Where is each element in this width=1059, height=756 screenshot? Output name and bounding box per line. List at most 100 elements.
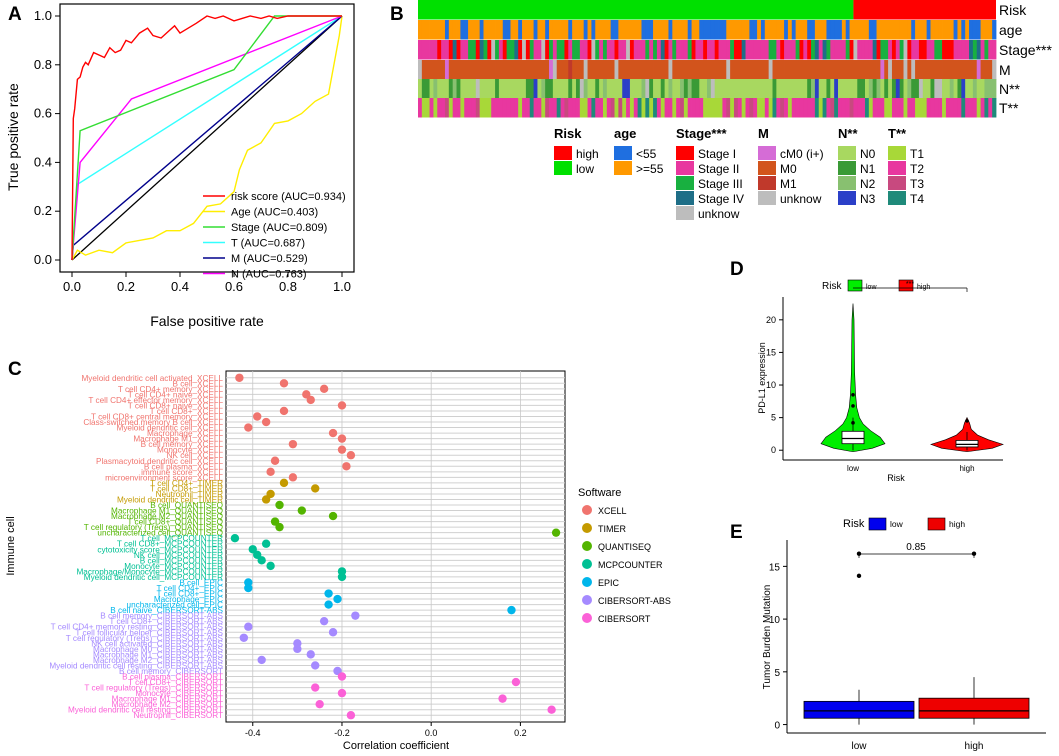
heatmap-cell xyxy=(649,79,654,99)
heatmap-legend-swatch xyxy=(888,191,906,205)
heatmap-cell xyxy=(818,79,823,99)
heatmap-legend-swatch xyxy=(676,206,694,220)
heatmap-cell xyxy=(984,20,989,40)
heatmap-cell xyxy=(730,40,735,60)
heatmap-legend-swatch xyxy=(758,191,776,205)
heatmap-cell xyxy=(587,98,592,118)
heatmap-cell xyxy=(884,20,889,40)
heatmap-cell xyxy=(961,20,966,40)
heatmap-cell xyxy=(760,98,766,118)
heatmap-cell xyxy=(922,79,928,99)
heatmap-cell xyxy=(814,79,820,99)
immune-point xyxy=(319,384,329,394)
heatmap-cell xyxy=(772,20,777,40)
heatmap-cell xyxy=(903,98,908,118)
immune-cell-label: Monocyte_MCPCOUNTER xyxy=(124,562,223,571)
heatmap-cell xyxy=(545,40,550,60)
heatmap-cell xyxy=(533,79,538,99)
heatmap-legend-swatch xyxy=(758,146,776,160)
heatmap-cell xyxy=(475,98,481,118)
heatmap-cell xyxy=(583,79,588,99)
heatmap-cell xyxy=(425,79,430,99)
heatmap-cell xyxy=(602,40,608,60)
heatmap-cell xyxy=(602,98,608,118)
heatmap-cell xyxy=(672,20,677,40)
immune-cell-label: T cell_MCPCOUNTER xyxy=(140,534,223,543)
heatmap-cell xyxy=(949,60,955,80)
violin-outlier xyxy=(851,393,855,397)
heatmap-cell xyxy=(733,79,739,99)
heatmap-cell xyxy=(552,40,558,60)
heatmap-cell xyxy=(768,79,773,99)
heatmap-cell xyxy=(637,20,642,40)
heatmap-cell xyxy=(587,79,592,99)
heatmap-cell xyxy=(460,20,465,40)
immune-point xyxy=(342,462,351,471)
heatmap-cell xyxy=(606,20,612,40)
heatmap-cell xyxy=(595,40,600,60)
immune-frame xyxy=(225,370,566,723)
heatmap-cell xyxy=(471,79,477,99)
heatmap-cell xyxy=(421,40,427,60)
heatmap-cell xyxy=(988,60,993,80)
heatmap-cell xyxy=(595,60,600,80)
heatmap-cell xyxy=(541,79,546,99)
heatmap-cell xyxy=(718,98,723,118)
heatmap-legend-swatch xyxy=(676,191,694,205)
heatmap-cell xyxy=(915,40,920,60)
heatmap-cell xyxy=(814,20,820,40)
roc-legend-label: N (AUC=0.763) xyxy=(231,269,307,281)
heatmap-cell xyxy=(649,20,654,40)
heatmap-cell xyxy=(845,79,850,99)
tmb-y-tick-label: 0 xyxy=(774,721,780,732)
heatmap-cell xyxy=(811,20,816,40)
heatmap-cell xyxy=(803,40,808,60)
heatmap-cell xyxy=(468,60,473,80)
heatmap-cell xyxy=(791,20,797,40)
heatmap-cell xyxy=(830,79,835,99)
immune-cell-label: Neutrophil_CIBERSORT xyxy=(134,711,224,720)
heatmap-cell xyxy=(838,40,843,60)
immune-cell-label: Monocyte_CIBERSORT xyxy=(135,689,223,698)
heatmap-cell xyxy=(822,60,827,80)
heatmap-cell xyxy=(722,20,727,40)
tmb-x-tick-label: high xyxy=(965,741,984,752)
heatmap-cell xyxy=(498,20,504,40)
heatmap-cell xyxy=(988,40,993,60)
software-legend-label: QUANTISEQ xyxy=(598,542,651,552)
heatmap-legend-label: high xyxy=(576,147,599,161)
heatmap-cell xyxy=(672,98,677,118)
roc-legend-label: Age (AUC=0.403) xyxy=(231,207,318,219)
heatmap-cell xyxy=(876,20,881,40)
immune-cell-label: B cell memory_XCELL xyxy=(141,440,224,449)
heatmap-cell xyxy=(460,40,465,60)
heatmap-cell xyxy=(969,79,974,99)
immune-cell-label: Macrophage M2_CIBERSORT-ABS xyxy=(93,656,224,665)
heatmap-cell xyxy=(922,20,928,40)
heatmap-cell xyxy=(745,40,750,60)
heatmap-cell xyxy=(826,20,831,40)
heatmap-cell xyxy=(934,79,939,99)
heatmap-cell xyxy=(864,79,870,99)
heatmap-cell xyxy=(899,79,904,99)
heatmap-cell xyxy=(760,40,766,60)
heatmap-cell xyxy=(757,40,762,60)
heatmap-cell xyxy=(949,20,955,40)
heatmap-cell xyxy=(599,79,604,99)
heatmap-cell xyxy=(957,60,962,80)
heatmap-cell xyxy=(560,79,565,99)
immune-cell-label: B cell_QUANTISEQ xyxy=(150,501,223,510)
software-legend-dot xyxy=(582,559,592,569)
heatmap-cell xyxy=(633,60,639,80)
heatmap-cell xyxy=(429,60,434,80)
tmb-legend-swatch xyxy=(927,517,946,531)
heatmap-cell xyxy=(452,79,457,99)
heatmap-cell xyxy=(915,20,920,40)
heatmap-cell xyxy=(791,79,797,99)
immune-cell-label: T cell CD4+_TIMER xyxy=(150,479,223,488)
immune-point xyxy=(311,484,320,493)
heatmap-cell xyxy=(753,40,758,60)
heatmap-legend-label: Stage II xyxy=(698,162,739,176)
heatmap-cell xyxy=(799,98,804,118)
heatmap-cell xyxy=(722,98,727,118)
